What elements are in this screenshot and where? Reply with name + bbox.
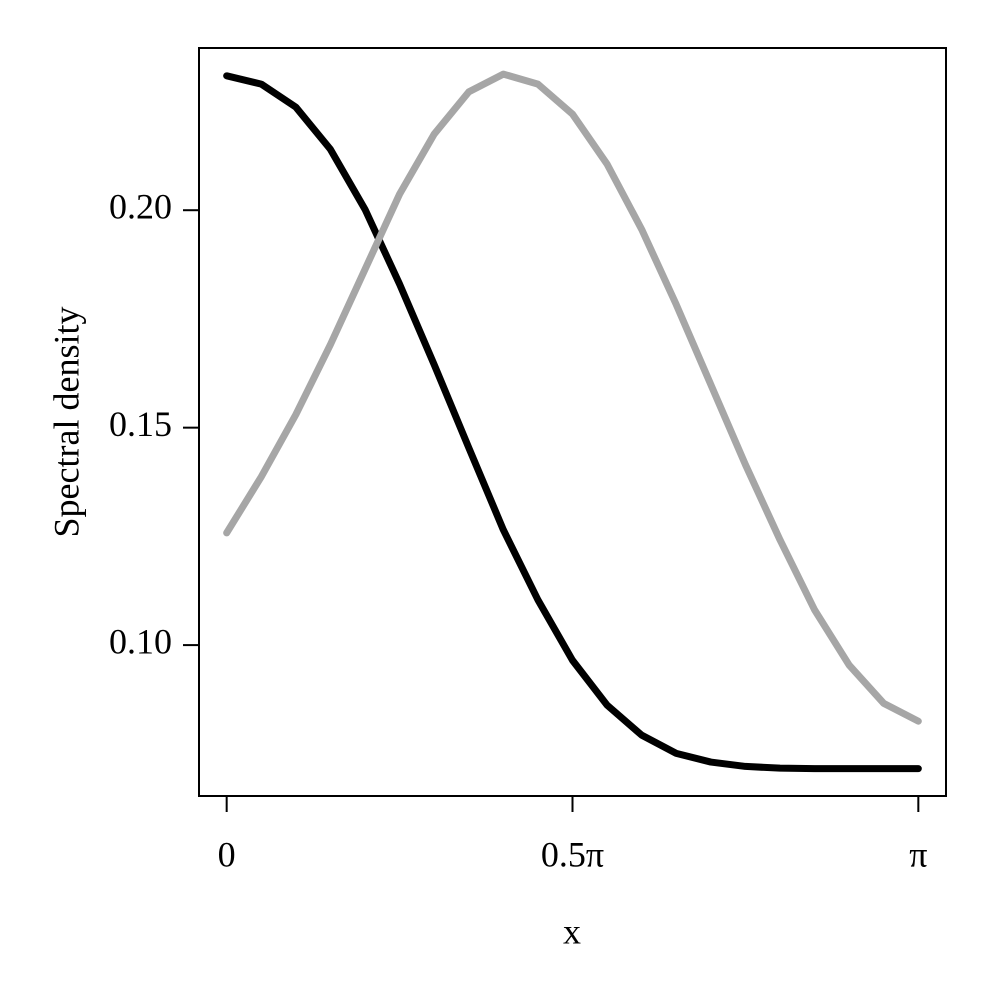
y-tick-label: 0.10 <box>109 621 172 661</box>
series-line <box>223 70 922 725</box>
x-tick-label: 0 <box>218 834 236 874</box>
series-line <box>223 72 922 773</box>
x-axis-label: x <box>563 911 581 951</box>
y-axis-label: Spectral density <box>46 307 86 538</box>
x-tick-label: π <box>909 834 927 874</box>
plot-frame <box>198 47 947 797</box>
y-tick-label: 0.15 <box>109 404 172 444</box>
x-tick-label: 0.5π <box>541 834 604 874</box>
y-tick-label: 0.20 <box>109 186 172 226</box>
